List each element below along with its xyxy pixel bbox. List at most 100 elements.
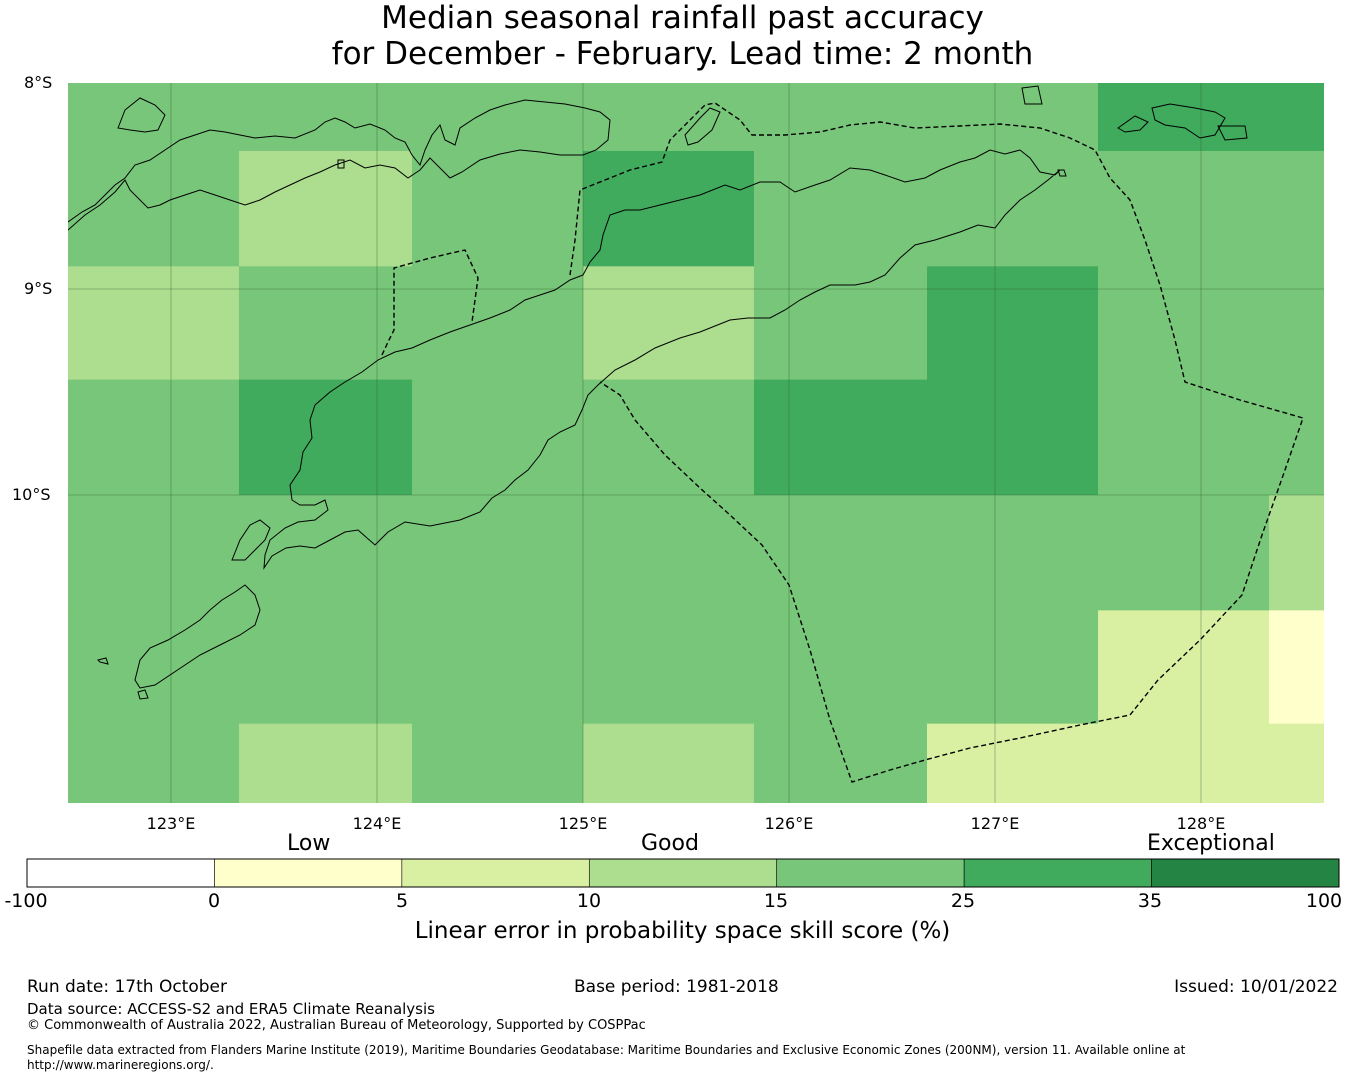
grid-cell-28 [68, 495, 240, 611]
shapefile-credit-line-1: Shapefile data extracted from Flanders M… [27, 1043, 1186, 1057]
coastline-timor [263, 149, 1061, 570]
grid-cell-9 [412, 150, 584, 267]
boundary-timor-leste-eez [569, 102, 1304, 783]
coastline-small-island-3 [1151, 103, 1226, 139]
colorbar-segment-2 [401, 858, 590, 888]
grid-cell-34 [1098, 495, 1270, 611]
grid-cell-29 [238, 495, 413, 611]
grid-cell-43 [1268, 610, 1324, 725]
grid-cell-11 [753, 150, 928, 267]
grid-cell-3 [583, 83, 755, 152]
grid-cell-42 [1098, 610, 1270, 725]
grid-cell-41 [927, 610, 1099, 725]
colorbar [26, 858, 1340, 888]
grid-cell-19 [927, 266, 1099, 381]
lon-label-123e: 123°E [146, 814, 196, 833]
coastline-small-island-4 [1117, 115, 1149, 133]
category-good: Good [641, 831, 699, 856]
grid-cell-14 [68, 266, 240, 381]
lat-label-8s: 8°S [24, 73, 53, 92]
tick-35: 35 [1137, 890, 1163, 912]
lon-label-127e: 127°E [970, 814, 1020, 833]
shapefile-credit-line-2: http://www.marineregions.org/. [27, 1058, 214, 1072]
grid-cell-39 [583, 610, 755, 725]
coastline-sawu [134, 584, 261, 689]
coastline-small-island-5 [1217, 125, 1248, 141]
grid-cell-16 [412, 266, 584, 381]
grid-cell-7 [68, 150, 240, 267]
grid-cell-48 [753, 723, 928, 803]
grid-cell-18 [753, 266, 928, 381]
run-date: Run date: 17th October [27, 977, 227, 997]
grid-cell-30 [412, 495, 584, 611]
colorbar-segment-6 [1151, 858, 1340, 888]
lat-label-10s: 10°S [12, 485, 51, 504]
grid-cell-36 [68, 610, 240, 725]
grid-cell-46 [412, 723, 584, 803]
coastline-flores [68, 99, 611, 231]
grid-cell-31 [583, 495, 755, 611]
grid-cell-44 [68, 723, 240, 803]
grid-cell-23 [412, 379, 584, 496]
tick-5: 5 [395, 890, 409, 912]
colorbar-segment-4 [776, 858, 965, 888]
grid-cell-32 [753, 495, 928, 611]
map-panel [68, 83, 1324, 803]
colorbar-frame [26, 858, 1340, 888]
colorbar-segment-5 [963, 858, 1152, 888]
grid-cell-12 [927, 150, 1099, 267]
boundary-oecusse [381, 249, 479, 356]
colorbar-segment-3 [588, 858, 778, 888]
grid-cell-35 [1268, 495, 1324, 611]
category-exceptional: Exceptional [1147, 831, 1275, 856]
colorbar-segment-1 [214, 858, 403, 888]
grid-cell-15 [238, 266, 413, 381]
lon-label-124e: 124°E [352, 814, 402, 833]
grid-cell-20 [1098, 266, 1324, 381]
lon-label-126e: 126°E [764, 814, 814, 833]
coastline-small-island-8 [337, 159, 345, 169]
grid-cell-0 [68, 83, 240, 152]
lon-label-125e: 125°E [558, 814, 608, 833]
colorbar-label: Linear error in probability space skill … [414, 918, 951, 944]
tick-minus-100: -100 [4, 890, 48, 912]
tick-10: 10 [576, 890, 602, 912]
grid-cell-6 [1098, 83, 1324, 152]
grid-cell-24 [583, 379, 755, 496]
grid-cell-40 [753, 610, 928, 725]
graticule [68, 83, 1324, 803]
grid-cell-1 [238, 83, 413, 152]
tick-15: 15 [763, 890, 789, 912]
base-period: Base period: 1981-2018 [574, 977, 779, 997]
grid-cell-2 [412, 83, 584, 152]
issued-date: Issued: 10/01/2022 [1174, 977, 1338, 997]
coastline-rote [231, 519, 271, 561]
maritime-boundaries [381, 102, 1304, 783]
lon-label-128e: 128°E [1176, 814, 1226, 833]
grid-cell-17 [583, 266, 755, 381]
grid-cell-50 [1098, 723, 1324, 803]
grid-cell-25 [753, 379, 928, 496]
tick-25: 25 [950, 890, 976, 912]
lat-label-9s: 9°S [24, 279, 53, 298]
coastline-small-island-1 [117, 97, 166, 133]
grid-cell-45 [238, 723, 413, 803]
grid-cell-21 [68, 379, 240, 496]
category-low: Low [287, 831, 331, 856]
grid-cell-38 [412, 610, 584, 725]
tick-0: 0 [207, 890, 221, 912]
title-line-2: for December - February. Lead time: 2 mo… [331, 36, 1034, 72]
coastline-small-island-9 [1057, 169, 1067, 177]
grid-cell-10 [583, 150, 755, 267]
grid-cell-22 [238, 379, 413, 496]
grid-cell-47 [583, 723, 755, 803]
coastline-small-island-2 [1021, 85, 1043, 105]
colorbar-segment-0 [26, 858, 215, 888]
grid-cell-8 [238, 150, 413, 267]
copyright: © Commonwealth of Australia 2022, Austra… [27, 1018, 646, 1033]
colorbar-segments [26, 858, 1340, 888]
coastline-atauro [684, 107, 721, 146]
grid-cell-13 [1098, 150, 1324, 267]
grid-cell-49 [927, 723, 1099, 803]
coastline-small-island-6 [97, 657, 109, 665]
